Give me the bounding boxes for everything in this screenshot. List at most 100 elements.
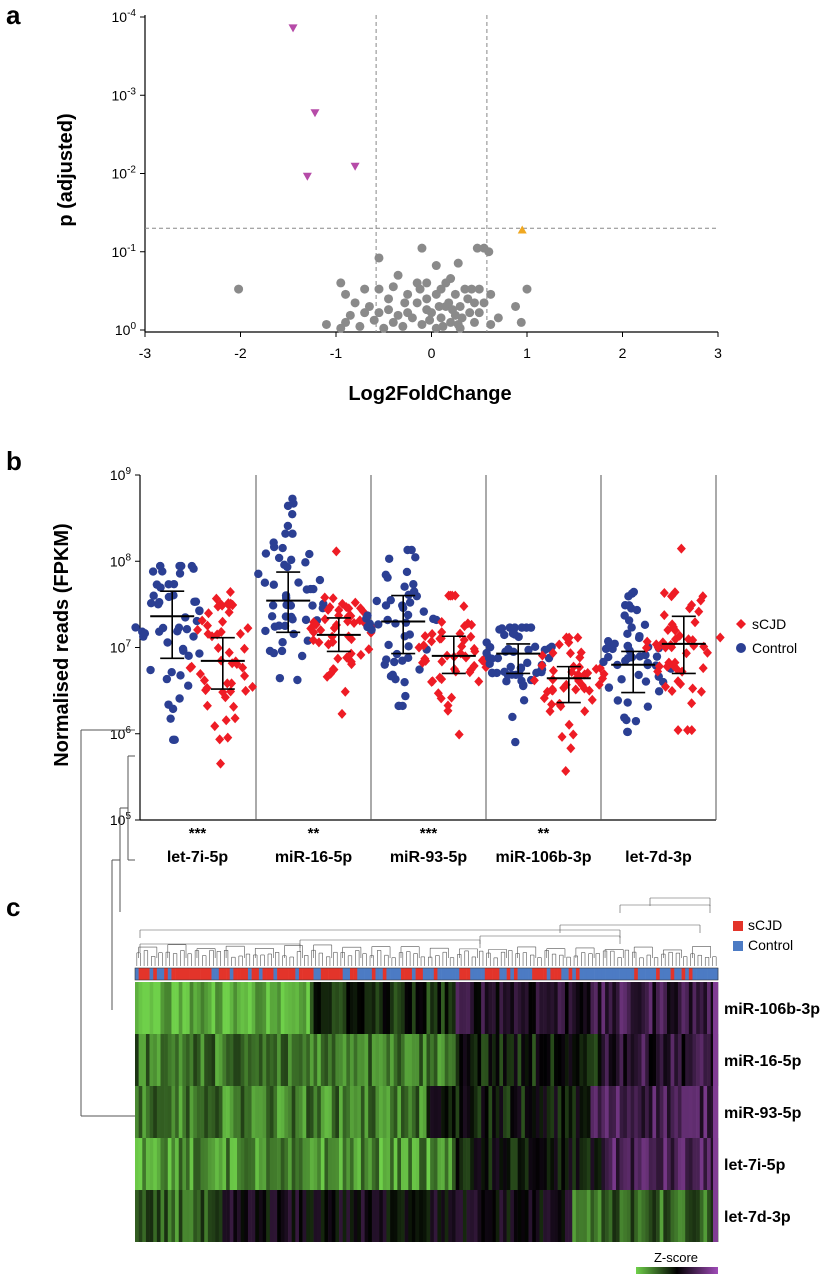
group-annotation-cell: [444, 968, 449, 980]
heatmap-cell: [408, 1190, 413, 1242]
scjd-point: [314, 637, 324, 648]
volcano-point-ns: [415, 284, 425, 294]
heatmap-cell: [273, 1138, 278, 1190]
heatmap-cell: [713, 1034, 718, 1086]
heatmap-cell: [696, 982, 701, 1034]
heatmap-cell: [237, 1086, 241, 1138]
heatmap-cell: [360, 1190, 365, 1242]
heatmap-cell: [459, 1190, 464, 1242]
heatmap-cell: [557, 1138, 562, 1190]
heatmap-cell: [677, 1138, 682, 1190]
heatmap-cell: [517, 982, 522, 1034]
heatmap-cell: [586, 1138, 591, 1190]
heatmap-cell: [543, 1190, 548, 1242]
heatmap-cell: [656, 1190, 660, 1242]
group-annotation-cell: [291, 968, 296, 980]
heatmap-cell: [160, 982, 165, 1034]
scjd-point: [334, 605, 344, 616]
control-point: [164, 580, 173, 589]
group-annotation-cell: [441, 968, 446, 980]
control-point: [403, 610, 413, 620]
control-point: [175, 694, 184, 703]
group-annotation-cell: [255, 968, 260, 980]
volcano-x-axis-title: Log2FoldChange: [348, 383, 511, 405]
heatmap-cell: [481, 1086, 486, 1138]
scjd-point: [653, 642, 663, 653]
heatmap-cell: [568, 1138, 573, 1190]
heatmap-cell: [495, 1034, 500, 1086]
heatmap-cell: [211, 982, 216, 1034]
control-point: [269, 648, 279, 658]
heatmap-cell: [397, 1034, 402, 1086]
heatmap-cell: [135, 1086, 139, 1138]
heatmap-cell: [138, 1086, 143, 1138]
scjd-point: [185, 662, 195, 673]
volcano-point-ns: [431, 261, 441, 271]
scjd-point: [349, 617, 359, 628]
heatmap-cell: [171, 1190, 176, 1242]
heatmap-cell: [524, 1190, 529, 1242]
heatmap-cell: [561, 1190, 566, 1242]
heatmap-cell: [685, 982, 690, 1034]
scjd-point: [559, 682, 569, 693]
panel-c-letter: c: [6, 892, 20, 922]
volcano-y-axis-title: p (adjusted): [55, 113, 77, 226]
heatmap-cell: [280, 1138, 285, 1190]
heatmap-cell: [415, 1190, 420, 1242]
heatmap-cell: [415, 1034, 420, 1086]
control-point: [294, 578, 303, 587]
control-point: [624, 592, 633, 601]
heatmap-cell: [572, 1086, 577, 1138]
control-point: [641, 677, 651, 686]
heatmap-cell: [422, 1138, 427, 1190]
heatmap-cell: [346, 1138, 351, 1190]
group-annotation-cell: [142, 968, 147, 980]
heatmap-cell: [692, 1190, 697, 1242]
heatmap-cell: [284, 1086, 289, 1138]
group-annotation-cell: [306, 968, 311, 980]
scjd-point: [580, 706, 590, 717]
heatmap-cell: [473, 1034, 478, 1086]
volcano-point-ns: [393, 310, 403, 320]
volcano-point-ns: [355, 321, 365, 331]
heatmap-cell: [324, 1034, 329, 1086]
heatmap-cell: [408, 982, 413, 1034]
scjd-point: [457, 641, 467, 652]
heatmap-cell: [313, 982, 318, 1034]
heatmap-cell: [360, 982, 365, 1034]
heatmap-cell: [171, 982, 176, 1034]
heatmap-cell: [196, 982, 201, 1034]
heatmap-cell: [229, 1086, 234, 1138]
heatmap-cell: [462, 1138, 467, 1190]
heatmap-cell: [546, 1138, 551, 1190]
dot-plot-y-axis-title: Normalised reads (FPKM): [51, 523, 73, 766]
heatmap-cell: [298, 1190, 303, 1242]
scjd-point: [420, 631, 430, 642]
control-point: [400, 677, 409, 687]
heatmap-cell: [149, 1086, 154, 1138]
heatmap-cell: [597, 1138, 602, 1190]
scjd-point: [328, 664, 338, 675]
scjd-point: [193, 624, 203, 635]
group-annotation-cell: [615, 968, 620, 980]
heatmap-cell: [630, 1086, 635, 1138]
group-annotation-cell: [302, 968, 307, 980]
volcano-point-ns: [448, 305, 458, 315]
control-point: [155, 598, 164, 607]
heatmap-cell: [186, 1138, 190, 1190]
volcano-point-ns: [400, 298, 410, 308]
heatmap-cell: [608, 982, 613, 1034]
heatmap-cell: [142, 982, 147, 1034]
heatmap-cell: [309, 1086, 314, 1138]
heatmap-cell: [298, 982, 303, 1034]
scjd-point: [235, 628, 245, 639]
panel-a-letter: a: [6, 0, 21, 30]
scjd-point: [328, 593, 338, 604]
group-annotation-cell: [492, 968, 497, 980]
scjd-point: [676, 543, 686, 554]
group-annotation-cell: [437, 968, 442, 980]
heatmap-cell: [269, 1034, 274, 1086]
control-point: [623, 629, 632, 639]
volcano-point-ns: [412, 298, 422, 308]
heatmap-cell: [524, 982, 529, 1034]
